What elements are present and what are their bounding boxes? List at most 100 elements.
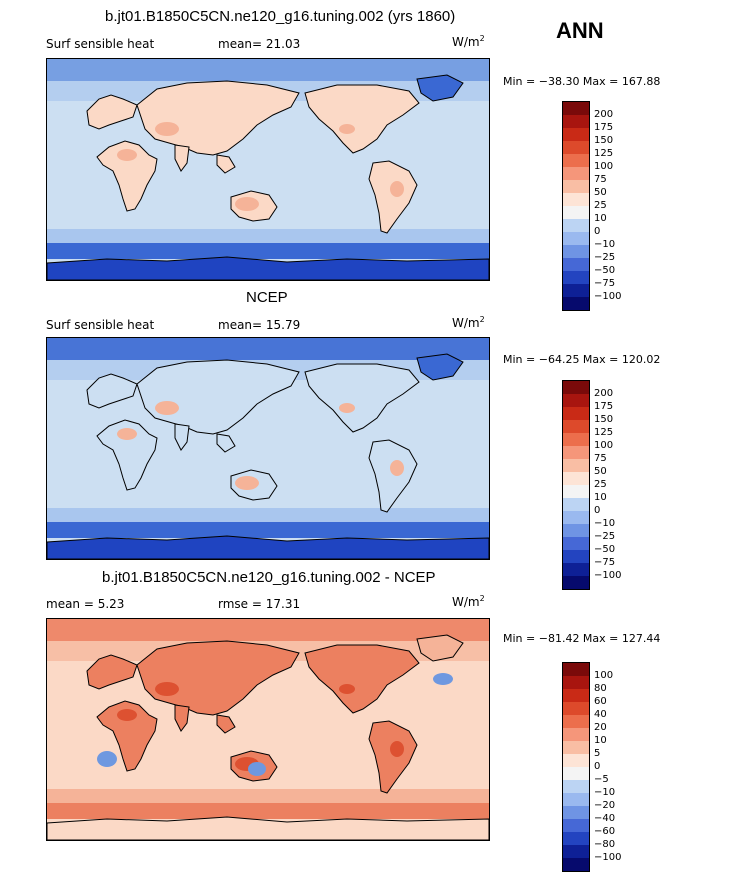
colorbar-swatch	[563, 206, 589, 219]
colorbar-swatch	[563, 832, 589, 845]
panel-3-map	[46, 618, 490, 841]
land-asia	[136, 640, 300, 716]
land-namerica	[304, 363, 420, 433]
colorbar-tick-label: 175	[594, 401, 614, 412]
colorbar-swatch	[563, 433, 589, 446]
panel-1-map	[46, 58, 490, 281]
warm-anomaly-patch	[155, 122, 179, 136]
warm-anomaly-patch	[390, 181, 404, 197]
land-seasia	[216, 714, 236, 734]
colorbar-swatch	[563, 676, 589, 689]
colorbar-swatch	[563, 806, 589, 819]
colorbar-swatch	[563, 219, 589, 232]
colorbar-tick-label: −10	[594, 239, 616, 250]
panel-1-title: b.jt01.B1850C5CN.ne120_g16.tuning.002 (y…	[105, 8, 456, 25]
colorbar-swatch	[563, 563, 589, 576]
land-europe	[86, 94, 138, 130]
land-india	[174, 144, 190, 172]
colorbar-swatch	[563, 498, 589, 511]
panel-3-mean-label: mean = 5.23	[46, 597, 125, 611]
panel-1-map-field	[47, 59, 489, 280]
colorbar-tick-label: 5	[594, 748, 601, 759]
warm-anomaly-patch	[155, 682, 179, 696]
colorbar-swatch	[563, 258, 589, 271]
colorbar-swatch	[563, 715, 589, 728]
colorbar-tick-label: 150	[594, 414, 614, 425]
colorbar-tick-label: 100	[594, 161, 614, 172]
colorbar-swatch	[563, 689, 589, 702]
panel-3-colorbar	[562, 662, 590, 872]
colorbar-tick-label: −50	[594, 544, 616, 555]
colorbar-tick-label: −10	[594, 787, 616, 798]
colorbar-swatch	[563, 271, 589, 284]
colorbar-swatch	[563, 459, 589, 472]
warm-anomaly-patch	[235, 476, 259, 490]
colorbar-tick-label: 40	[594, 709, 607, 720]
land-antarctica	[47, 535, 489, 559]
colorbar-tick-label: 150	[594, 135, 614, 146]
panel-1-colorbar	[562, 101, 590, 311]
colorbar-tick-label: 75	[594, 174, 607, 185]
panel-1-min-max: Min = −38.30 Max = 167.88	[503, 75, 661, 88]
colorbar-swatch	[563, 576, 589, 589]
colorbar-tick-label: 0	[594, 505, 601, 516]
colorbar-tick-label: −25	[594, 531, 616, 542]
land-india	[174, 704, 190, 732]
colorbar-tick-label: 75	[594, 453, 607, 464]
panel-3-title: b.jt01.B1850C5CN.ne120_g16.tuning.002 - …	[102, 569, 436, 586]
warm-anomaly-patch	[235, 197, 259, 211]
panel-2-title: NCEP	[246, 289, 288, 306]
colorbar-swatch	[563, 819, 589, 832]
arctic-band	[47, 59, 489, 81]
colorbar-tick-label: 100	[594, 440, 614, 451]
southern-ocean-band-1	[47, 508, 489, 522]
colorbar-tick-label: 125	[594, 148, 614, 159]
southern-ocean-band-1	[47, 789, 489, 803]
colorbar-swatch	[563, 193, 589, 206]
colorbar-swatch	[563, 446, 589, 459]
warm-anomaly-patch	[390, 460, 404, 476]
colorbar-swatch	[563, 284, 589, 297]
colorbar-swatch	[563, 767, 589, 780]
colorbar-tick-label: −5	[594, 774, 609, 785]
colorbar-swatch	[563, 845, 589, 858]
land-asia	[136, 80, 300, 156]
southern-ocean-band-1	[47, 229, 489, 243]
colorbar-tick-label: −75	[594, 278, 616, 289]
colorbar-tick-label: −20	[594, 800, 616, 811]
colorbar-tick-label: 10	[594, 213, 607, 224]
colorbar-swatch	[563, 167, 589, 180]
land-antarctica	[47, 256, 489, 280]
land-samerica	[368, 439, 418, 513]
colorbar-tick-label: −25	[594, 252, 616, 263]
colorbar-tick-label: 200	[594, 109, 614, 120]
panel-2-mean-label: mean= 15.79	[218, 318, 301, 332]
colorbar-tick-label: −100	[594, 291, 622, 302]
land-asia	[136, 359, 300, 435]
colorbar-tick-label: −60	[594, 826, 616, 837]
panel-1-variable-label: Surf sensible heat	[46, 37, 155, 51]
colorbar-tick-label: 175	[594, 122, 614, 133]
colorbar-tick-label: 200	[594, 388, 614, 399]
panel-2-min-max: Min = −64.25 Max = 120.02	[503, 353, 661, 366]
panel-3-units: W/m2	[452, 594, 485, 609]
colorbar-swatch	[563, 115, 589, 128]
colorbar-tick-label: 60	[594, 696, 607, 707]
southern-ocean-band-2	[47, 243, 489, 259]
warm-anomaly-patch	[339, 124, 355, 134]
land-seasia	[216, 154, 236, 174]
land-europe	[86, 373, 138, 409]
warm-anomaly-patch	[117, 428, 137, 440]
colorbar-swatch	[563, 394, 589, 407]
colorbar-swatch	[563, 407, 589, 420]
panel-1-units: W/m2	[452, 34, 485, 49]
southern-ocean-band-2	[47, 522, 489, 538]
land-samerica	[368, 160, 418, 234]
colorbar-tick-label: 100	[594, 670, 614, 681]
warm-anomaly-patch	[339, 684, 355, 694]
panel-2-colorbar	[562, 380, 590, 590]
colorbar-tick-label: 20	[594, 722, 607, 733]
colorbar-swatch	[563, 728, 589, 741]
panel-2-map	[46, 337, 490, 560]
land-antarctica	[47, 816, 489, 840]
